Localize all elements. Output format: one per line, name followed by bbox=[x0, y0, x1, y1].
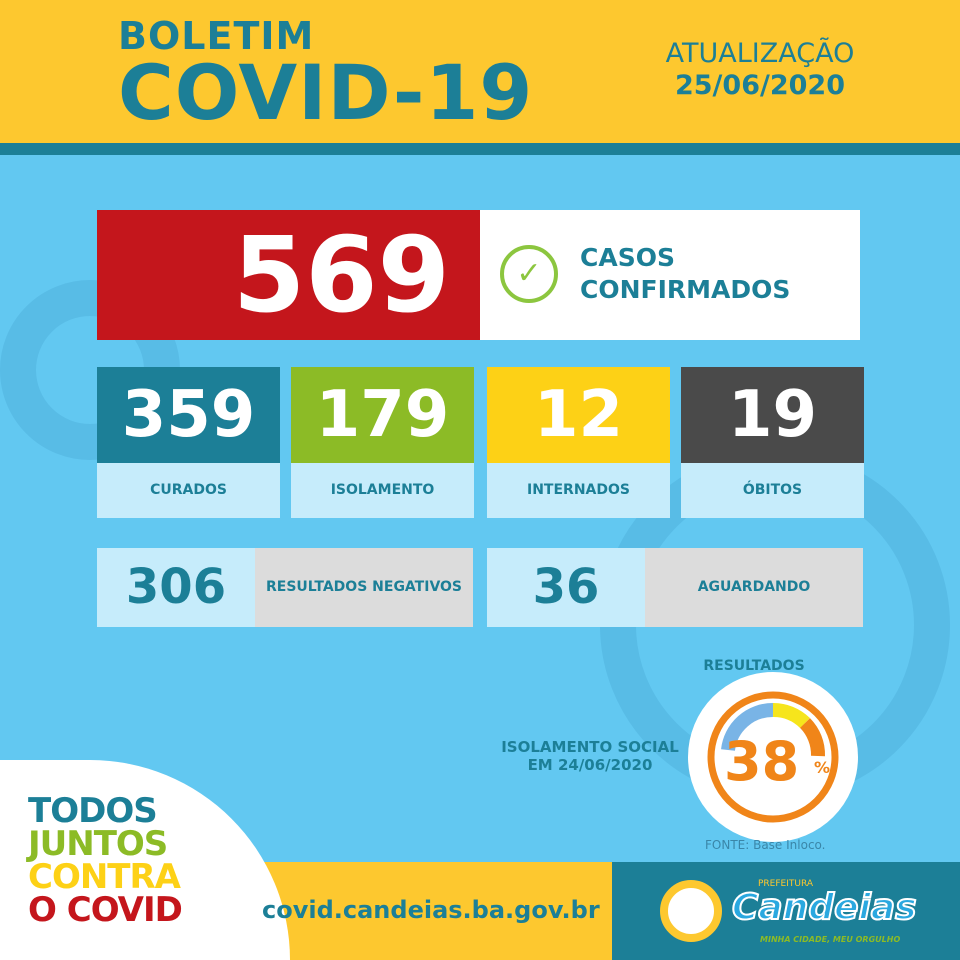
header-divider bbox=[0, 143, 960, 155]
confirmed-card: 569 ✓ CASOS CONFIRMADOS bbox=[97, 210, 860, 340]
stat-isolamento: 179 ISOLAMENTO bbox=[291, 367, 474, 518]
stat-obitos: 19 ÓBITOS bbox=[681, 367, 864, 518]
result-label: AGUARDANDO RESULTADOS bbox=[697, 579, 811, 674]
logo-top: PREFEITURA bbox=[758, 879, 814, 889]
stat-curados: 359 CURADOS bbox=[97, 367, 280, 518]
confirmed-label-1: CASOS bbox=[580, 243, 675, 272]
logo-name: Candeias bbox=[731, 886, 918, 929]
website-link[interactable]: covid.candeias.ba.gov.br bbox=[262, 896, 600, 924]
header-band bbox=[0, 0, 960, 143]
isolation-gauge: 38 % bbox=[688, 672, 858, 842]
isolation-label-1: ISOLAMENTO SOCIAL bbox=[501, 738, 679, 756]
isolation-date: EM 24/06/2020 bbox=[527, 756, 653, 774]
result-pending: 36 AGUARDANDO RESULTADOS bbox=[487, 548, 863, 674]
slogan-line: O COVID bbox=[28, 890, 183, 930]
slogan: TODOS JUNTOS CONTRA O COVID bbox=[28, 791, 183, 930]
slogan-line: CONTRA bbox=[28, 857, 181, 897]
stat-label: INTERNADOS bbox=[527, 482, 630, 498]
title-covid: COVID-19 bbox=[118, 48, 534, 137]
gauge-ring-icon bbox=[707, 691, 839, 823]
stat-value: 19 bbox=[681, 367, 864, 463]
result-label: RESULTADOS NEGATIVOS bbox=[265, 579, 463, 595]
logo-tagline: MINHA CIDADE, MEU ORGULHO bbox=[760, 935, 901, 944]
confirmed-label: CASOS CONFIRMADOS bbox=[580, 242, 790, 306]
result-value: 306 bbox=[97, 548, 255, 627]
result-negative: 306 RESULTADOS NEGATIVOS bbox=[97, 548, 473, 627]
logo-emblem-icon bbox=[660, 880, 722, 942]
candeias-logo: PREFEITURA Candeias MINHA CIDADE, MEU OR… bbox=[660, 875, 920, 950]
stat-internados: 12 INTERNADOS bbox=[487, 367, 670, 518]
isolation-unit: % bbox=[814, 758, 831, 777]
confirmed-value: 569 bbox=[97, 210, 480, 340]
result-value: 36 bbox=[487, 548, 645, 627]
check-circle-icon: ✓ bbox=[500, 245, 558, 303]
update-label: ATUALIZAÇÃO bbox=[665, 38, 855, 69]
stat-label: CURADOS bbox=[150, 482, 227, 498]
isolation-value: 38 bbox=[724, 730, 800, 793]
slogan-line: JUNTOS bbox=[28, 824, 168, 864]
title-boletim: BOLETIM bbox=[118, 14, 315, 58]
update-date: 25/06/2020 bbox=[674, 70, 845, 101]
isolation-source: FONTE: Base Inloco. bbox=[705, 838, 826, 852]
confirmed-label-2: CONFIRMADOS bbox=[580, 275, 791, 304]
stat-label: ISOLAMENTO bbox=[330, 482, 435, 498]
stat-value: 359 bbox=[97, 367, 280, 463]
stat-value: 12 bbox=[487, 367, 670, 463]
stat-label: ÓBITOS bbox=[742, 482, 803, 498]
isolation-label: ISOLAMENTO SOCIAL EM 24/06/2020 bbox=[490, 738, 690, 774]
update-info: ATUALIZAÇÃO 25/06/2020 bbox=[660, 38, 860, 102]
slogan-line: TODOS bbox=[28, 791, 158, 831]
stat-value: 179 bbox=[291, 367, 474, 463]
